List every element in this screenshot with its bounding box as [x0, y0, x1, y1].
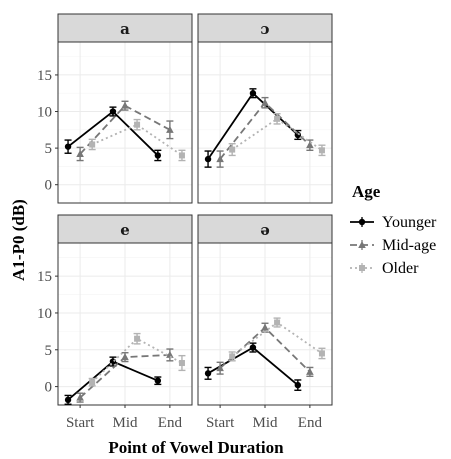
- legend-item-older: Older: [350, 260, 419, 277]
- panel-2: ɔ: [197, 13, 333, 204]
- series-mid-age: [76, 348, 174, 403]
- series-younger: [204, 342, 302, 391]
- legend-label: Younger: [382, 214, 437, 231]
- y-tick-label: 10: [37, 105, 52, 121]
- data-point: [166, 350, 174, 358]
- data-point: [178, 152, 185, 159]
- data-point: [89, 141, 96, 148]
- facet-label: e: [120, 221, 130, 239]
- facet-strip: [197, 214, 333, 244]
- data-point: [64, 143, 72, 150]
- legend-label: Older: [382, 260, 419, 277]
- data-point: [204, 155, 212, 163]
- data-point: [274, 319, 281, 326]
- y-tick-label: 5: [45, 343, 53, 359]
- panel-4: ə: [197, 214, 333, 406]
- y-axis-title: A1-P0 (dB): [9, 199, 28, 281]
- data-point: [178, 360, 185, 367]
- legend-title: Age: [352, 182, 381, 201]
- data-point: [249, 90, 257, 97]
- legend-item-mid-age: Mid-age: [350, 237, 436, 254]
- data-point: [154, 377, 162, 384]
- legend-marker: [358, 218, 366, 226]
- x-tick-label: Start: [206, 415, 235, 431]
- data-point: [204, 370, 212, 377]
- facet-strip: [57, 13, 193, 43]
- series-line: [91, 123, 183, 157]
- data-point: [134, 121, 141, 128]
- x-tick-label: End: [298, 415, 323, 431]
- facet-label: a: [120, 20, 130, 38]
- x-tick-label: Mid: [252, 415, 278, 431]
- facet-strip: [57, 214, 193, 244]
- axes-layer: 0 5 10 15 0 5 10 15 Start Mid End Start Mid End: [37, 68, 322, 431]
- y-tick-label: 5: [45, 141, 53, 157]
- data-point: [249, 344, 257, 351]
- data-point: [261, 323, 269, 331]
- panel-3: e: [57, 214, 193, 406]
- series-line: [231, 117, 323, 152]
- y-tick-label: 0: [45, 380, 53, 396]
- facet-label: ɔ: [260, 20, 269, 38]
- data-point: [134, 335, 141, 342]
- series-younger: [64, 106, 162, 162]
- series-line: [91, 337, 183, 383]
- data-point: [294, 381, 302, 389]
- data-point: [76, 149, 84, 157]
- data-point: [306, 367, 314, 375]
- y-tick-label: 15: [37, 269, 52, 285]
- data-point: [229, 146, 236, 153]
- data-point: [89, 379, 96, 386]
- series-younger: [64, 356, 162, 405]
- series-younger: [204, 88, 302, 168]
- x-tick-label: Mid: [112, 415, 138, 431]
- series-mid-age: [76, 100, 174, 162]
- data-point: [64, 396, 72, 404]
- legend-marker: [358, 241, 366, 248]
- data-point: [229, 353, 236, 360]
- data-point: [216, 364, 224, 372]
- data-point: [154, 152, 162, 159]
- facet-label: ə: [260, 221, 270, 239]
- x-tick-label: End: [158, 415, 183, 431]
- data-point: [274, 115, 281, 122]
- y-tick-label: 0: [45, 178, 53, 194]
- series-line: [79, 104, 171, 155]
- x-axis-title: Point of Vowel Duration: [108, 438, 284, 457]
- data-point: [76, 393, 84, 401]
- series-older: [228, 113, 326, 157]
- series-older: [88, 118, 186, 162]
- data-point: [121, 353, 129, 361]
- data-point: [109, 108, 117, 115]
- data-point: [306, 141, 314, 149]
- data-point: [121, 101, 129, 109]
- y-tick-label: 15: [37, 68, 52, 84]
- y-tick-label: 10: [37, 306, 52, 322]
- series-older: [88, 332, 186, 387]
- legend-item-younger: Younger: [350, 214, 437, 231]
- series-older: [228, 317, 326, 362]
- x-tick-label: Start: [66, 415, 95, 431]
- legend-label: Mid-age: [382, 237, 436, 254]
- panel-1: a: [57, 13, 193, 204]
- facet-strip: [197, 13, 333, 43]
- data-point: [166, 125, 174, 133]
- data-point: [318, 350, 325, 357]
- data-point: [261, 98, 269, 106]
- legend-marker: [359, 265, 365, 271]
- series-mid-age: [216, 322, 314, 377]
- data-point: [216, 155, 224, 163]
- data-point: [318, 147, 325, 154]
- panels-layer: a ɔ e ə: [57, 13, 333, 406]
